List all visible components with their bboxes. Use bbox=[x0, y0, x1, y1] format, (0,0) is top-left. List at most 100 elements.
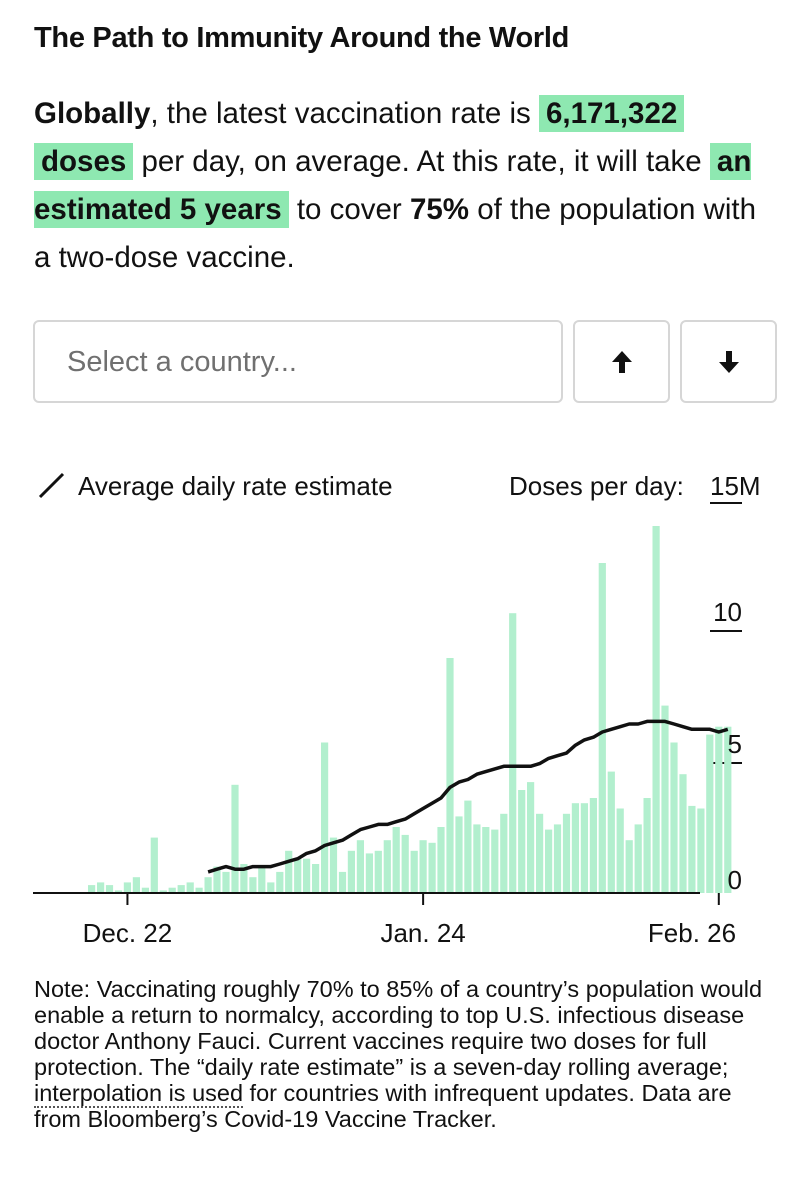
legend-label: Average daily rate estimate bbox=[78, 471, 393, 501]
bar bbox=[159, 890, 167, 893]
bar bbox=[643, 798, 651, 893]
bar bbox=[473, 824, 481, 893]
bar bbox=[553, 824, 562, 893]
bar bbox=[580, 803, 588, 893]
bar bbox=[401, 834, 409, 893]
arrow-down-icon bbox=[718, 350, 739, 373]
bar bbox=[321, 742, 329, 893]
bar bbox=[186, 882, 194, 893]
bar bbox=[132, 877, 140, 893]
bar bbox=[706, 734, 714, 893]
bar bbox=[419, 840, 427, 893]
bar bbox=[195, 887, 203, 893]
bar bbox=[598, 563, 606, 893]
bar bbox=[222, 871, 230, 893]
y-tick-label-15m: 15M bbox=[710, 471, 761, 501]
summary-paragraph: Globally, the latest vaccination rate is… bbox=[34, 90, 774, 282]
bar bbox=[374, 850, 382, 893]
bar bbox=[303, 858, 311, 893]
y-axis-title: Doses per day: bbox=[509, 471, 684, 501]
y-tick-labels: 0 5 10 bbox=[713, 597, 742, 895]
bar bbox=[249, 877, 257, 893]
bar bbox=[204, 877, 212, 893]
doses-number-highlight: 6,171,322 bbox=[539, 95, 685, 132]
bar bbox=[177, 885, 185, 893]
bar bbox=[616, 808, 624, 893]
bar bbox=[625, 840, 633, 893]
footnote-text-1: Note: Vaccinating roughly 70% to 85% of … bbox=[34, 976, 763, 1080]
x-tick-label: Feb. 26 bbox=[648, 918, 736, 948]
arrow-up-icon bbox=[611, 350, 632, 373]
bar bbox=[258, 866, 266, 893]
average-rate-line bbox=[207, 719, 729, 874]
summary-text-2: per day, on average. At this rate, it wi… bbox=[133, 145, 710, 178]
bar bbox=[491, 829, 499, 893]
bar bbox=[724, 726, 732, 893]
bar bbox=[652, 526, 660, 893]
bar bbox=[464, 800, 472, 893]
country-select[interactable]: Select a country... bbox=[33, 320, 563, 403]
bar bbox=[312, 864, 320, 893]
summary-text-4: of the population with a two-dose vaccin… bbox=[34, 193, 757, 274]
interpolation-link[interactable]: interpolation is used bbox=[34, 1080, 244, 1108]
country-select-placeholder: Select a country... bbox=[67, 346, 297, 378]
bar bbox=[509, 613, 517, 893]
coverage-value: 75% bbox=[409, 193, 469, 226]
bar bbox=[338, 871, 347, 893]
chart-title: The Path to Immunity Around the World bbox=[34, 22, 570, 54]
bar bbox=[356, 840, 364, 893]
bar bbox=[527, 782, 535, 893]
bar bbox=[482, 827, 490, 893]
bar bbox=[634, 824, 642, 893]
bar bbox=[365, 853, 373, 893]
bar bbox=[231, 784, 239, 893]
bar bbox=[276, 871, 284, 893]
legend-line-icon bbox=[38, 472, 65, 499]
bar bbox=[97, 882, 105, 893]
bar bbox=[455, 816, 463, 893]
bar bbox=[437, 827, 445, 893]
y-tick-label: 10 bbox=[713, 597, 742, 627]
bar bbox=[518, 790, 526, 893]
bar bbox=[679, 774, 687, 893]
bar bbox=[607, 771, 615, 893]
bar bbox=[88, 885, 96, 893]
bar bbox=[383, 840, 391, 893]
bar bbox=[688, 805, 696, 893]
bar bbox=[428, 842, 436, 893]
bar-series bbox=[88, 526, 732, 893]
bar bbox=[329, 837, 338, 893]
bar bbox=[294, 858, 302, 893]
bar bbox=[446, 658, 454, 893]
summary-text-3: to cover bbox=[288, 193, 410, 226]
bar bbox=[545, 829, 553, 893]
bar bbox=[267, 882, 275, 893]
footnote: Note: Vaccinating roughly 70% to 85% of … bbox=[34, 976, 784, 1132]
previous-country-button[interactable] bbox=[573, 320, 670, 403]
bar bbox=[715, 726, 723, 893]
bar bbox=[123, 882, 131, 893]
bar bbox=[589, 798, 597, 893]
footnote-text-2: for countries with infrequent updates. D… bbox=[34, 1080, 732, 1132]
x-tick-label: Jan. 24 bbox=[380, 918, 465, 948]
bar bbox=[500, 813, 508, 893]
bar bbox=[240, 864, 248, 893]
next-country-button[interactable] bbox=[680, 320, 777, 403]
y-tick-label: 5 bbox=[728, 729, 742, 759]
doses-word-highlight: doses bbox=[34, 143, 134, 180]
bar bbox=[392, 827, 400, 893]
bar bbox=[410, 850, 418, 893]
x-ticks: Dec. 22 Jan. 24 Feb. 26 bbox=[83, 893, 736, 948]
bar bbox=[536, 813, 544, 893]
bar bbox=[670, 742, 678, 893]
bar bbox=[150, 837, 158, 893]
bar bbox=[141, 887, 149, 893]
summary-text-1: , the latest vaccination rate is bbox=[150, 97, 540, 130]
bar bbox=[213, 866, 221, 893]
x-tick-label: Dec. 22 bbox=[83, 918, 173, 948]
scope-label: Globally bbox=[34, 97, 151, 130]
bar bbox=[562, 813, 571, 893]
bar bbox=[571, 803, 579, 893]
bar bbox=[114, 890, 123, 893]
